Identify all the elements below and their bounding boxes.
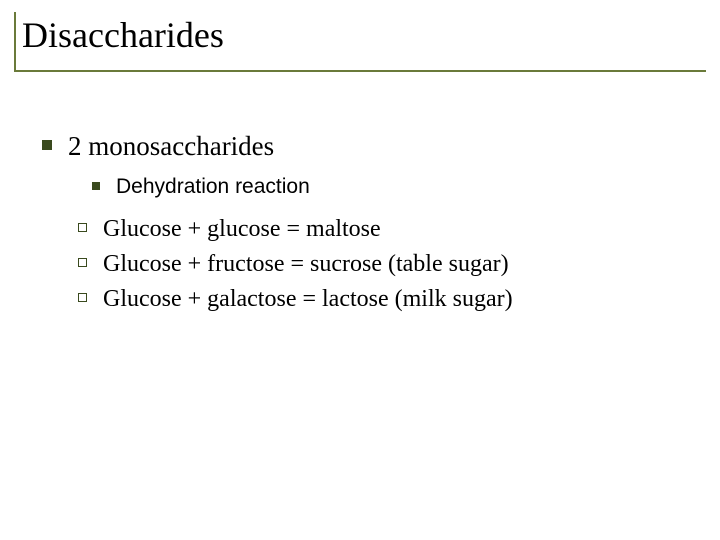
hollow-square-bullet-icon <box>78 258 87 267</box>
list-item: Dehydration reaction <box>92 174 690 200</box>
list-item-text: Glucose + galactose = lactose (milk suga… <box>103 284 513 315</box>
list-item: Glucose + glucose = maltose <box>78 214 690 245</box>
list-item-text: Glucose + glucose = maltose <box>103 214 381 245</box>
square-bullet-icon <box>42 140 52 150</box>
slide: Disaccharides 2 monosaccharides Dehydrat… <box>0 0 720 540</box>
list-item: Glucose + fructose = sucrose (table suga… <box>78 249 690 280</box>
list-item-text: Dehydration reaction <box>116 174 310 200</box>
title-container: Disaccharides <box>14 12 706 72</box>
slide-title: Disaccharides <box>16 12 706 56</box>
list-item: 2 monosaccharides <box>42 130 690 164</box>
list-item-text: Glucose + fructose = sucrose (table suga… <box>103 249 509 280</box>
hollow-square-bullet-icon <box>78 223 87 232</box>
square-bullet-icon <box>92 182 100 190</box>
list-item: Glucose + galactose = lactose (milk suga… <box>78 284 690 315</box>
list-item-text: 2 monosaccharides <box>68 130 274 164</box>
hollow-square-bullet-icon <box>78 293 87 302</box>
content-area: 2 monosaccharides Dehydration reaction G… <box>42 130 690 320</box>
